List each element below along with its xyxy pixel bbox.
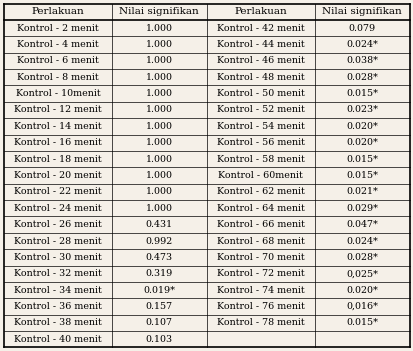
Text: Kontrol - 46 menit: Kontrol - 46 menit bbox=[216, 57, 304, 65]
Text: Perlakuan: Perlakuan bbox=[234, 7, 287, 16]
Text: Kontrol - 44 menit: Kontrol - 44 menit bbox=[216, 40, 304, 49]
Text: 0.047*: 0.047* bbox=[345, 220, 377, 229]
Text: Kontrol - 24 menit: Kontrol - 24 menit bbox=[14, 204, 102, 213]
Text: Kontrol - 36 menit: Kontrol - 36 menit bbox=[14, 302, 102, 311]
Text: Kontrol - 72 menit: Kontrol - 72 menit bbox=[216, 269, 304, 278]
Text: 0.319: 0.319 bbox=[145, 269, 173, 278]
Text: Kontrol - 56 menit: Kontrol - 56 menit bbox=[216, 138, 304, 147]
Text: 0.020*: 0.020* bbox=[345, 286, 377, 294]
Text: Kontrol - 14 menit: Kontrol - 14 menit bbox=[14, 122, 102, 131]
Text: Nilai signifikan: Nilai signifikan bbox=[119, 7, 199, 16]
Text: Kontrol - 78 menit: Kontrol - 78 menit bbox=[216, 318, 304, 327]
Text: 0.028*: 0.028* bbox=[345, 73, 377, 82]
Text: 0.107: 0.107 bbox=[145, 318, 172, 327]
Text: Kontrol - 22 menit: Kontrol - 22 menit bbox=[14, 187, 102, 196]
Text: Kontrol - 6 menit: Kontrol - 6 menit bbox=[17, 57, 99, 65]
Text: 0.015*: 0.015* bbox=[345, 155, 377, 164]
Text: Kontrol - 4 menit: Kontrol - 4 menit bbox=[17, 40, 98, 49]
Text: Kontrol - 2 menit: Kontrol - 2 menit bbox=[17, 24, 98, 33]
Text: 1.000: 1.000 bbox=[145, 40, 172, 49]
Text: 0.038*: 0.038* bbox=[345, 57, 377, 65]
Text: 0.024*: 0.024* bbox=[345, 237, 377, 245]
Text: Kontrol - 50 menit: Kontrol - 50 menit bbox=[216, 89, 304, 98]
Text: Kontrol - 20 menit: Kontrol - 20 menit bbox=[14, 171, 102, 180]
Text: 0.473: 0.473 bbox=[145, 253, 173, 262]
Text: 0.157: 0.157 bbox=[145, 302, 173, 311]
Text: Perlakuan: Perlakuan bbox=[31, 7, 84, 16]
Text: Kontrol - 26 menit: Kontrol - 26 menit bbox=[14, 220, 102, 229]
Text: Kontrol - 60menit: Kontrol - 60menit bbox=[218, 171, 302, 180]
Text: 0.023*: 0.023* bbox=[345, 106, 377, 114]
Text: Kontrol - 54 menit: Kontrol - 54 menit bbox=[216, 122, 304, 131]
Text: Kontrol - 12 menit: Kontrol - 12 menit bbox=[14, 106, 102, 114]
Text: Kontrol - 52 menit: Kontrol - 52 menit bbox=[216, 106, 304, 114]
Text: Kontrol - 62 menit: Kontrol - 62 menit bbox=[216, 187, 304, 196]
Text: Kontrol - 68 menit: Kontrol - 68 menit bbox=[216, 237, 304, 245]
Text: Kontrol - 58 menit: Kontrol - 58 menit bbox=[216, 155, 304, 164]
Text: Kontrol - 70 menit: Kontrol - 70 menit bbox=[216, 253, 304, 262]
Text: Kontrol - 30 menit: Kontrol - 30 menit bbox=[14, 253, 102, 262]
Text: Kontrol - 16 menit: Kontrol - 16 menit bbox=[14, 138, 102, 147]
Text: Kontrol - 64 menit: Kontrol - 64 menit bbox=[216, 204, 304, 213]
Text: 0.020*: 0.020* bbox=[345, 138, 377, 147]
Text: 1.000: 1.000 bbox=[145, 155, 172, 164]
Text: 0.021*: 0.021* bbox=[345, 187, 377, 196]
Text: Kontrol - 10menit: Kontrol - 10menit bbox=[16, 89, 100, 98]
Text: 0.079: 0.079 bbox=[348, 24, 375, 33]
Text: Kontrol - 18 menit: Kontrol - 18 menit bbox=[14, 155, 102, 164]
Text: 0.015*: 0.015* bbox=[345, 318, 377, 327]
Text: Kontrol - 66 menit: Kontrol - 66 menit bbox=[216, 220, 304, 229]
Text: 0.015*: 0.015* bbox=[345, 171, 377, 180]
Text: Nilai signifikan: Nilai signifikan bbox=[322, 7, 401, 16]
Text: 1.000: 1.000 bbox=[145, 138, 172, 147]
Text: Kontrol - 34 menit: Kontrol - 34 menit bbox=[14, 286, 102, 294]
Text: Kontrol - 40 menit: Kontrol - 40 menit bbox=[14, 335, 102, 344]
Text: 1.000: 1.000 bbox=[145, 73, 172, 82]
Text: 0.992: 0.992 bbox=[145, 237, 173, 245]
Text: Kontrol - 38 menit: Kontrol - 38 menit bbox=[14, 318, 102, 327]
Text: 0,016*: 0,016* bbox=[345, 302, 377, 311]
Text: 0.103: 0.103 bbox=[145, 335, 173, 344]
Text: 1.000: 1.000 bbox=[145, 122, 172, 131]
Text: 1.000: 1.000 bbox=[145, 24, 172, 33]
Text: Kontrol - 48 menit: Kontrol - 48 menit bbox=[216, 73, 304, 82]
Text: 0.015*: 0.015* bbox=[345, 89, 377, 98]
Text: 0.028*: 0.028* bbox=[345, 253, 377, 262]
Text: Kontrol - 74 menit: Kontrol - 74 menit bbox=[216, 286, 304, 294]
Text: 0.431: 0.431 bbox=[145, 220, 173, 229]
Text: 1.000: 1.000 bbox=[145, 106, 172, 114]
Text: Kontrol - 28 menit: Kontrol - 28 menit bbox=[14, 237, 102, 245]
Text: Kontrol - 8 menit: Kontrol - 8 menit bbox=[17, 73, 98, 82]
Text: 1.000: 1.000 bbox=[145, 57, 172, 65]
Text: 1.000: 1.000 bbox=[145, 89, 172, 98]
Text: 0.029*: 0.029* bbox=[345, 204, 377, 213]
Text: 0.019*: 0.019* bbox=[143, 286, 175, 294]
Text: Kontrol - 32 menit: Kontrol - 32 menit bbox=[14, 269, 102, 278]
Text: Kontrol - 42 menit: Kontrol - 42 menit bbox=[216, 24, 304, 33]
Text: Kontrol - 76 menit: Kontrol - 76 menit bbox=[216, 302, 304, 311]
Text: 1.000: 1.000 bbox=[145, 171, 172, 180]
Text: 0,025*: 0,025* bbox=[345, 269, 377, 278]
Text: 0.024*: 0.024* bbox=[345, 40, 377, 49]
Text: 0.020*: 0.020* bbox=[345, 122, 377, 131]
Text: 1.000: 1.000 bbox=[145, 204, 172, 213]
Text: 1.000: 1.000 bbox=[145, 187, 172, 196]
